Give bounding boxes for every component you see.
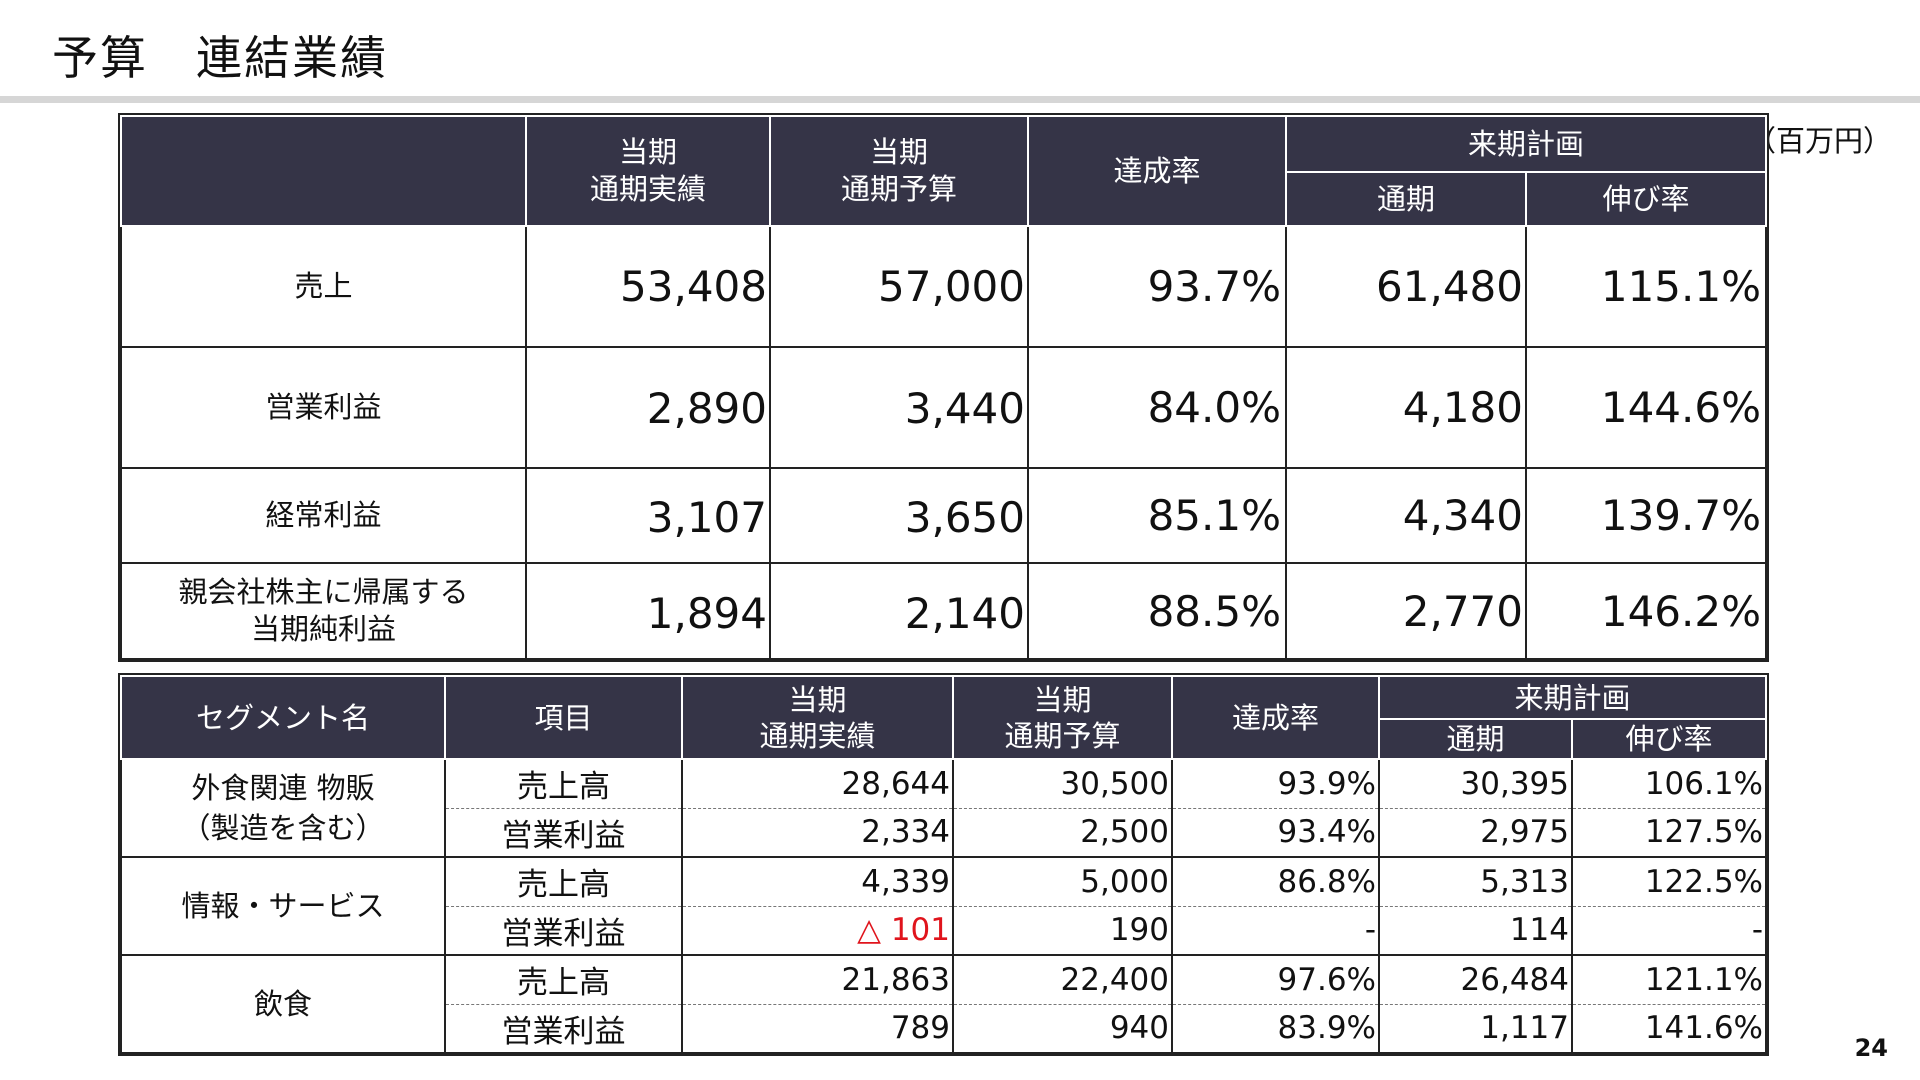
actual-value: 21,863 [681,955,954,1005]
budget-value: 3,650 [769,467,1029,564]
header-next-full-year: 通期 [1285,171,1527,227]
header-current-actual: 当期 通期実績 [525,115,771,227]
budget-value: 22,400 [952,955,1173,1005]
actual-value-negative: △ 101 [681,906,954,956]
budget-value: 3,440 [769,346,1029,469]
table-row: 情報・サービス 売上高 4,339 5,000 86.8% 5,313 122.… [120,857,1768,956]
actual-value: 1,894 [525,562,771,660]
achievement-value: 93.4% [1171,808,1380,858]
actual-value: 789 [681,1004,954,1054]
header-growth: 伸び率 [1570,718,1768,760]
next-value: 30,395 [1378,758,1573,809]
achievement-value: 93.9% [1171,758,1380,809]
table-row: 外食関連 物販 （製造を含む） 売上高 28,644 30,500 93.9% … [120,758,1768,858]
unit-label: （百万円） [1746,124,1892,158]
actual-value: 3,107 [525,467,771,564]
actual-value: 4,339 [681,857,954,907]
budget-value: 30,500 [952,758,1173,809]
next-value: 1,117 [1378,1004,1573,1054]
row-label: 営業利益 [120,346,527,469]
growth-value: 115.1% [1524,225,1768,348]
achievement-value: - [1171,906,1380,956]
segment-results-table: セグメント名 項目 当期 通期実績 当期 通期予算 達成率 来期計画 通期 伸び… [117,673,1770,1056]
consolidated-results-table: 当期 通期実績 当期 通期予算 達成率 来期計画 通期 伸び率 売上 53,40… [117,113,1770,662]
header-growth: 伸び率 [1524,171,1768,227]
header-item: 項目 [444,675,683,760]
item-label: 売上高 [444,955,683,1005]
actual-value: 2,334 [681,808,954,858]
achievement-value: 85.1% [1027,467,1287,564]
item-label: 売上高 [444,758,683,809]
budget-value: 2,500 [952,808,1173,858]
header-next-plan: 来期計画 [1377,675,1768,720]
growth-value: 106.1% [1570,758,1768,809]
growth-value: 144.6% [1524,346,1768,469]
actual-value: 53,408 [525,225,771,348]
header-blank [120,115,527,227]
achievement-value: 83.9% [1171,1004,1380,1054]
budget-value: 2,140 [769,562,1029,660]
table-row: 営業利益 △ 101 190 - 114 - [121,906,1768,956]
header-next-full-year: 通期 [1378,718,1573,760]
next-value: 5,313 [1378,857,1573,907]
growth-value: 146.2% [1524,562,1768,660]
header-current-budget: 当期 通期予算 [952,675,1173,760]
next-value: 114 [1378,906,1573,956]
achievement-value: 97.6% [1171,955,1380,1005]
actual-value: 2,890 [525,346,771,469]
segment-name: 情報・サービス [120,857,446,956]
next-value: 4,180 [1285,346,1527,469]
growth-value: 122.5% [1570,857,1768,907]
achievement-value: 93.7% [1027,225,1287,348]
table-row: 営業利益 2,890 3,440 84.0% 4,180 144.6% [120,346,1768,469]
segment-name: 飲食 [120,955,446,1054]
growth-value: 121.1% [1570,955,1768,1005]
table-row: 営業利益 2,334 2,500 93.4% 2,975 127.5% [121,808,1768,858]
item-label: 営業利益 [444,808,683,858]
header-achievement: 達成率 [1171,675,1380,760]
page-number: 24 [1854,1034,1888,1062]
table-row: 親会社株主に帰属する 当期純利益 1,894 2,140 88.5% 2,770… [120,562,1768,660]
budget-value: 57,000 [769,225,1029,348]
budget-value: 190 [952,906,1173,956]
achievement-value: 88.5% [1027,562,1287,660]
next-value: 2,975 [1378,808,1573,858]
budget-value: 940 [952,1004,1173,1054]
budget-value: 5,000 [952,857,1173,907]
next-value: 4,340 [1285,467,1527,564]
item-label: 営業利益 [444,906,683,956]
achievement-value: 86.8% [1171,857,1380,907]
page-title: 予算 連結業績 [52,31,388,85]
row-label: 経常利益 [120,467,527,564]
growth-value: 127.5% [1570,808,1768,858]
header-next-plan: 来期計画 [1284,115,1768,173]
item-label: 営業利益 [444,1004,683,1054]
actual-value: 28,644 [681,758,954,809]
next-value: 26,484 [1378,955,1573,1005]
header-current-actual: 当期 通期実績 [681,675,954,760]
next-value: 2,770 [1285,562,1527,660]
table-row: 飲食 売上高 21,863 22,400 97.6% 26,484 121.1% [120,955,1768,1054]
growth-value: 139.7% [1524,467,1768,564]
segment-name: 外食関連 物販 （製造を含む） [120,758,446,858]
item-label: 売上高 [444,857,683,907]
next-value: 61,480 [1285,225,1527,348]
header-current-budget: 当期 通期予算 [769,115,1029,227]
header-achievement: 達成率 [1027,115,1287,227]
achievement-value: 84.0% [1027,346,1287,469]
table-row: 経常利益 3,107 3,650 85.1% 4,340 139.7% [120,467,1768,564]
row-label: 売上 [120,225,527,348]
growth-value: - [1570,906,1768,956]
growth-value: 141.6% [1570,1004,1768,1054]
title-divider [0,96,1920,103]
table-row: 売上 53,408 57,000 93.7% 61,480 115.1% [120,225,1768,348]
table-row: 営業利益 789 940 83.9% 1,117 141.6% [121,1004,1768,1054]
row-label: 親会社株主に帰属する 当期純利益 [120,562,527,660]
header-segment: セグメント名 [120,675,446,760]
